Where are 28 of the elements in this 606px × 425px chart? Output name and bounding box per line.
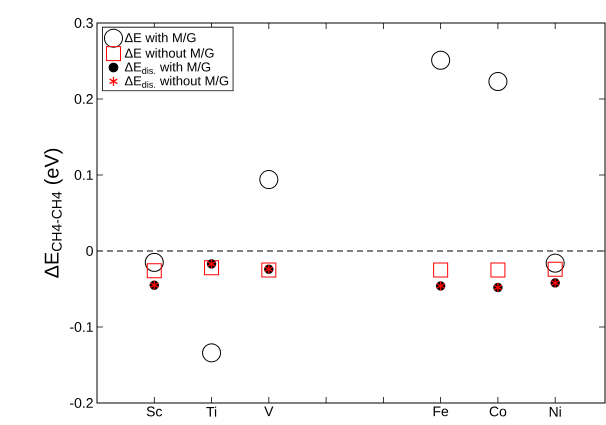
point <box>261 262 276 278</box>
point <box>146 263 162 278</box>
x-tick-label: Fe <box>434 406 448 416</box>
legend-label: ΔE without M/G <box>124 48 214 58</box>
x-tick-label: V <box>264 406 274 416</box>
x-tick-label: Sc <box>146 406 162 416</box>
point <box>202 343 222 362</box>
point <box>144 252 164 272</box>
legend-label: ΔE with M/G <box>124 32 196 42</box>
y-axis-title: ΔE$_{CH4-CH4}$ (eV) <box>44 148 63 278</box>
y-tick-label: 0.2 <box>74 94 93 104</box>
point <box>204 260 220 276</box>
y-tick-label: 0.3 <box>74 18 93 28</box>
point <box>433 262 448 278</box>
x-tick-label: Ti <box>206 406 216 417</box>
y-tick-label: -0.2 <box>70 398 93 408</box>
point <box>546 254 565 273</box>
point <box>490 262 506 278</box>
point <box>259 170 278 190</box>
legend-label: ΔE$_{dis.}$ with M/G <box>124 62 210 74</box>
y-tick-label: 0 <box>86 246 93 256</box>
point <box>431 50 450 70</box>
x-tick-label: Co <box>490 406 506 416</box>
point <box>488 72 508 92</box>
legend-label: ΔE$_{dis.}$ without M/G <box>124 76 228 88</box>
x-tick-label: Ni <box>550 406 561 417</box>
y-tick-label: 0.1 <box>74 170 93 180</box>
y-tick-label: -0.1 <box>70 322 93 332</box>
